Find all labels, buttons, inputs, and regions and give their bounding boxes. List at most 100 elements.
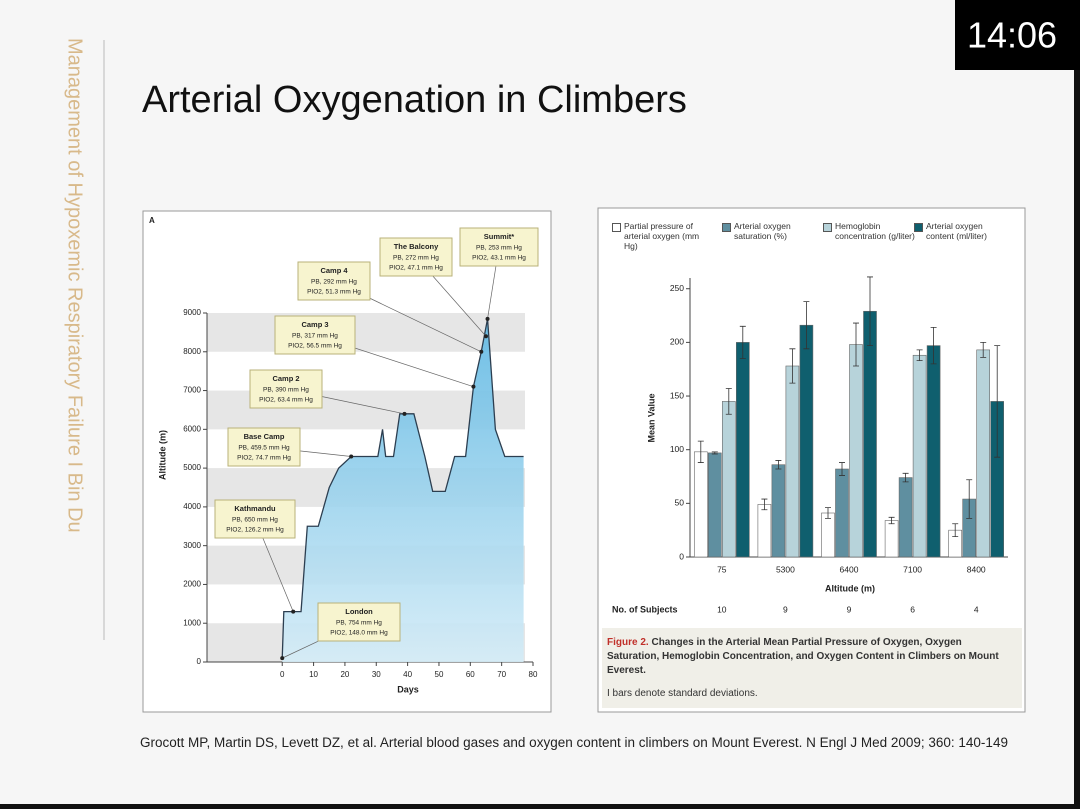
- y-tick-label: 4000: [183, 502, 201, 511]
- timer: 14:06: [967, 15, 1057, 56]
- y-tick-label: 250: [670, 283, 684, 293]
- bar: [757, 504, 772, 558]
- y-tick-label: 7000: [183, 386, 201, 395]
- caption: Figure 2. Changes in the Arterial Mean P…: [607, 636, 1015, 678]
- bar: [849, 344, 863, 558]
- note: I bars denote standard deviations.: [607, 688, 758, 699]
- bar: [926, 345, 941, 558]
- x-tick-label: 70: [497, 670, 506, 679]
- y-tick-label: 0: [197, 657, 202, 666]
- bar: [898, 477, 913, 558]
- y-tick-label: 100: [670, 444, 684, 454]
- error-bar: [952, 523, 959, 538]
- error-bar: [711, 451, 718, 455]
- callout: [297, 261, 371, 301]
- x-tick-label: 6400: [840, 564, 859, 574]
- bar: [771, 464, 786, 558]
- citation: Grocott MP, Martin DS, Levett DZ, et al.…: [140, 735, 1008, 750]
- subjects: 6: [910, 604, 915, 614]
- error-bar: [697, 440, 704, 463]
- y-axis-label: Altitude (m): [157, 430, 167, 480]
- legend-item: Hemoglobin concentration (g/liter): [823, 221, 921, 241]
- bar: [976, 349, 991, 558]
- legend-swatch: [823, 223, 832, 232]
- legend-swatch: [722, 223, 731, 232]
- error-bar: [775, 460, 782, 470]
- y-tick-label: 150: [670, 390, 684, 400]
- legend-label: Arterial oxygen saturation (%): [734, 221, 791, 241]
- point: [280, 656, 285, 661]
- x-tick-label: 20: [340, 670, 349, 679]
- callout-pressure: PB, 292 mm Hg: [311, 279, 357, 286]
- bar: [785, 365, 800, 558]
- callout-pio2: PIO2, 51.3 mm Hg: [307, 289, 361, 296]
- y-tick-label: 2000: [183, 580, 201, 589]
- caption-text: Changes in the Arterial Mean Partial Pre…: [607, 637, 999, 676]
- x-tick-label: 80: [529, 670, 538, 679]
- callout: [459, 227, 539, 267]
- timer-box: [955, 0, 1080, 70]
- point: [471, 384, 476, 389]
- bar: [821, 512, 835, 558]
- legend-swatch: [612, 223, 621, 232]
- bar: [835, 468, 849, 558]
- callout-name: Camp 3: [301, 320, 328, 329]
- error-bar: [966, 479, 973, 519]
- error-bar: [888, 516, 895, 525]
- y-tick-label: 200: [670, 337, 684, 347]
- callout-pressure: PB, 650 mm Hg: [232, 517, 278, 524]
- subjects: 9: [783, 604, 788, 614]
- callout-name: London: [345, 607, 373, 616]
- area: [282, 318, 524, 662]
- legend-label: Arterial oxygen content (ml/liter): [926, 221, 987, 241]
- callout-name: Camp 4: [320, 266, 348, 275]
- legend-item: Partial pressure of arterial oxygen (mm …: [612, 221, 710, 251]
- error-bar: [803, 301, 810, 350]
- y-axis-label: Mean Value: [646, 393, 656, 442]
- callout-pressure: PB, 754 mm Hg: [336, 620, 382, 627]
- error-bar: [789, 348, 796, 384]
- point: [291, 609, 296, 614]
- y-tick-label: 0: [679, 551, 684, 561]
- x-tick-label: 8400: [967, 564, 986, 574]
- legend-swatch: [914, 223, 923, 232]
- callout-pio2: PIO2, 126.2 mm Hg: [226, 527, 284, 534]
- error-bar: [980, 341, 987, 358]
- x-axis-label: Altitude (m): [825, 583, 875, 593]
- callout-pressure: PB, 272 mm Hg: [393, 255, 439, 262]
- x-tick-label: 40: [403, 670, 412, 679]
- sidebar: Management of Hypoxemic Respiratory Fail…: [64, 38, 86, 533]
- callout-name: Kathmandu: [234, 504, 276, 513]
- callout-pressure: PB, 390 mm Hg: [263, 387, 309, 394]
- point: [402, 411, 407, 416]
- y-tick-label: 9000: [183, 308, 201, 317]
- legend-label: Partial pressure of arterial oxygen (mm …: [624, 221, 700, 251]
- callout: [379, 237, 453, 277]
- edge: [1074, 0, 1080, 809]
- callout-pio2: PIO2, 148.0 mm Hg: [330, 630, 388, 637]
- bar: [799, 324, 814, 558]
- edge: [0, 804, 1080, 809]
- error-bar: [761, 498, 768, 511]
- callout-name: Camp 2: [272, 374, 299, 383]
- subjects: 4: [974, 604, 979, 614]
- x-axis-label: Days: [397, 684, 419, 694]
- error-bar: [867, 276, 873, 347]
- x-tick-label: 60: [466, 670, 475, 679]
- panel-label: A: [149, 216, 155, 225]
- bar: [884, 520, 899, 558]
- legend-label: Hemoglobin concentration (g/liter): [835, 221, 915, 241]
- subjects: 10: [717, 604, 727, 614]
- x-tick-label: 50: [435, 670, 444, 679]
- point: [483, 334, 488, 339]
- chart-a: 0 1000 2000 3000 4000 5000 6000 7000 8000 9000 0 10…: [149, 216, 539, 694]
- bar: [735, 342, 750, 558]
- slide-title: Arterial Oxygenation in Climbers: [142, 79, 687, 121]
- callout-name: Summit*: [484, 232, 515, 241]
- callout-pio2: PIO2, 74.7 mm Hg: [237, 455, 291, 462]
- point: [479, 349, 484, 354]
- caption-box: [602, 628, 1022, 708]
- x-tick-label: 10: [309, 670, 318, 679]
